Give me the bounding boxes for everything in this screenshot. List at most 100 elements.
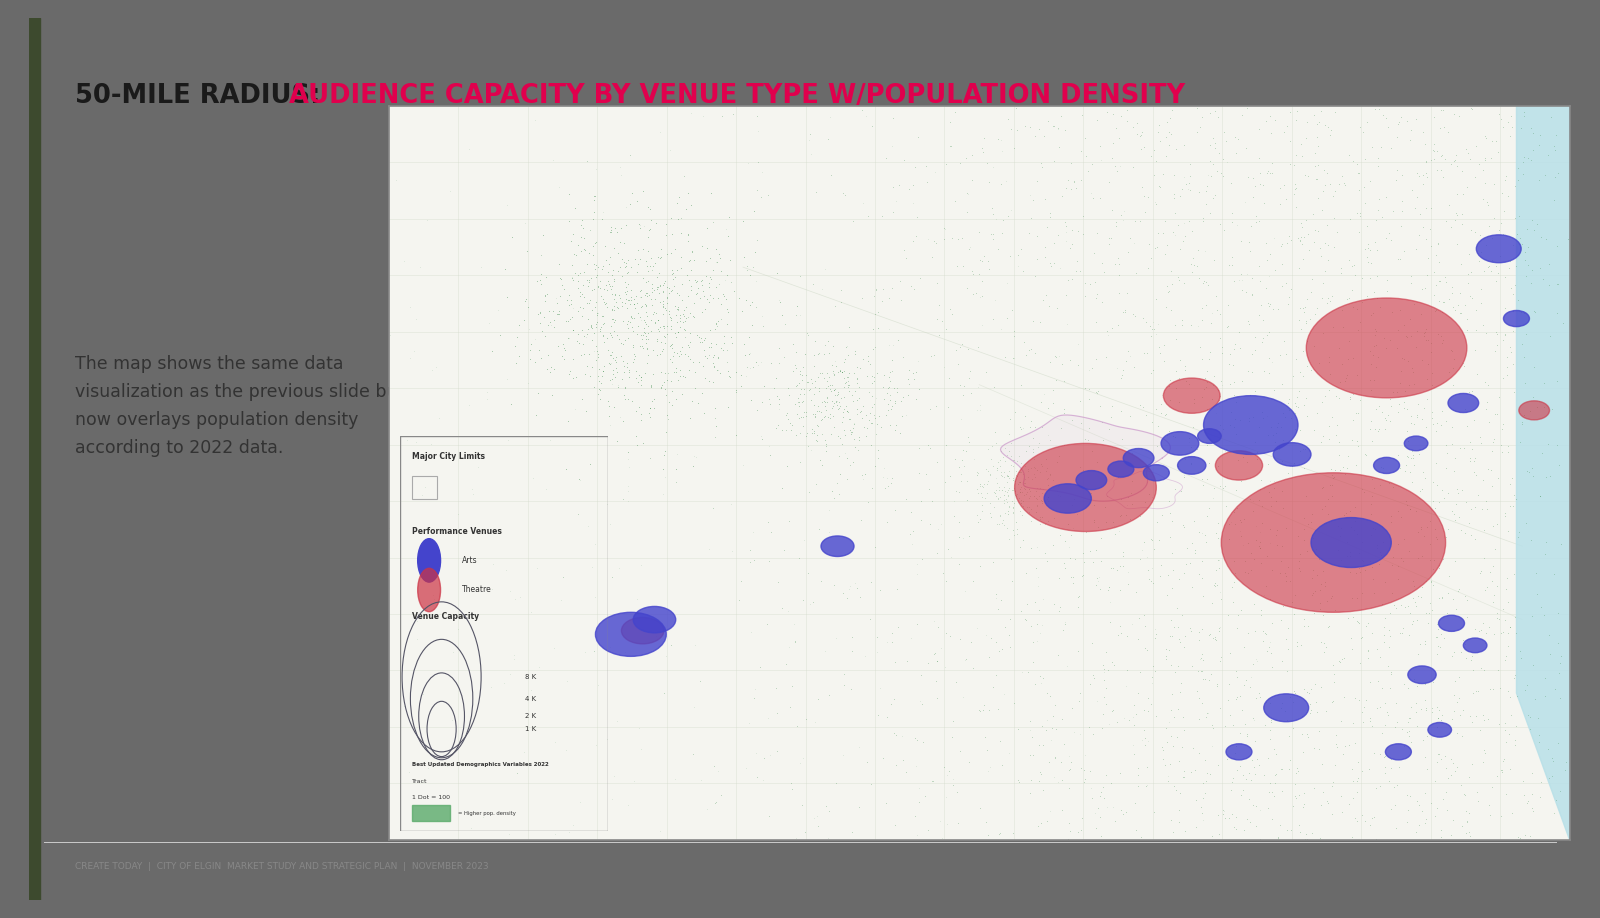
Point (1275, 621, 1301, 635)
Circle shape (1216, 451, 1262, 480)
Point (802, 386, 827, 401)
Point (1045, 479, 1070, 494)
Point (1194, 379, 1219, 394)
Point (1320, 289, 1346, 304)
Point (1190, 672, 1216, 687)
Point (1426, 327, 1451, 341)
Point (1275, 642, 1301, 656)
Point (1000, 471, 1026, 486)
Point (1451, 186, 1477, 201)
Point (570, 323, 595, 338)
Point (1131, 495, 1157, 509)
Point (1464, 366, 1490, 381)
Text: 1 K: 1 K (525, 726, 536, 732)
Point (1374, 708, 1400, 722)
Point (1139, 365, 1165, 380)
Point (1445, 159, 1470, 174)
Point (1405, 794, 1430, 809)
Point (795, 375, 821, 389)
Point (971, 702, 997, 717)
Point (419, 588, 445, 602)
Point (1328, 463, 1354, 477)
Point (1210, 422, 1235, 437)
Point (517, 322, 542, 337)
Point (782, 428, 808, 442)
Point (880, 110, 906, 125)
Point (1397, 606, 1422, 621)
Point (1230, 640, 1256, 655)
Point (1294, 832, 1320, 846)
Point (642, 283, 667, 297)
Point (528, 277, 554, 292)
Point (1022, 595, 1048, 610)
Point (1005, 521, 1030, 536)
Point (1120, 120, 1146, 135)
Point (1082, 246, 1107, 261)
Circle shape (1518, 401, 1549, 420)
Point (658, 142, 683, 157)
Point (992, 493, 1018, 508)
Point (1237, 679, 1262, 694)
Point (670, 169, 696, 184)
Point (958, 173, 984, 187)
Point (1406, 228, 1432, 242)
Point (1008, 496, 1034, 510)
Point (1248, 165, 1274, 180)
Point (560, 270, 586, 285)
Point (1120, 458, 1146, 473)
Point (1026, 440, 1051, 454)
Point (1306, 223, 1331, 238)
Point (1066, 358, 1091, 373)
Point (1512, 105, 1538, 119)
Point (581, 344, 606, 359)
Point (851, 648, 877, 663)
Point (1470, 713, 1496, 728)
Point (694, 221, 720, 236)
Point (1381, 598, 1406, 612)
Point (1178, 765, 1203, 779)
Point (1467, 622, 1493, 637)
Point (1211, 125, 1237, 140)
Point (1326, 448, 1352, 463)
Point (1008, 604, 1034, 619)
Point (989, 468, 1014, 483)
Point (1491, 723, 1517, 738)
Point (1098, 560, 1123, 575)
Point (1363, 780, 1389, 795)
Point (1411, 529, 1437, 543)
Point (888, 394, 914, 409)
Point (997, 412, 1022, 427)
Point (640, 366, 666, 381)
Point (1203, 563, 1229, 577)
Point (1029, 486, 1054, 500)
Point (1082, 514, 1107, 529)
Point (1245, 444, 1270, 459)
Point (800, 426, 826, 441)
Point (960, 660, 986, 675)
Point (659, 267, 685, 282)
Point (997, 464, 1022, 478)
Point (818, 167, 843, 182)
Point (646, 251, 672, 265)
Point (651, 329, 677, 343)
Point (994, 468, 1019, 483)
Point (995, 488, 1021, 503)
Point (1349, 481, 1374, 496)
Point (770, 308, 795, 322)
Point (1083, 352, 1109, 366)
Point (1221, 554, 1246, 568)
Point (894, 492, 920, 507)
Point (1184, 125, 1210, 140)
Point (1365, 424, 1390, 439)
Point (973, 364, 998, 379)
Point (995, 745, 1021, 760)
Point (1466, 794, 1491, 809)
Point (1414, 729, 1440, 744)
Point (654, 291, 680, 306)
Point (792, 532, 818, 547)
Point (1038, 688, 1064, 703)
Point (990, 465, 1016, 479)
Point (1197, 138, 1222, 152)
Point (1198, 169, 1224, 184)
Point (978, 452, 1003, 466)
